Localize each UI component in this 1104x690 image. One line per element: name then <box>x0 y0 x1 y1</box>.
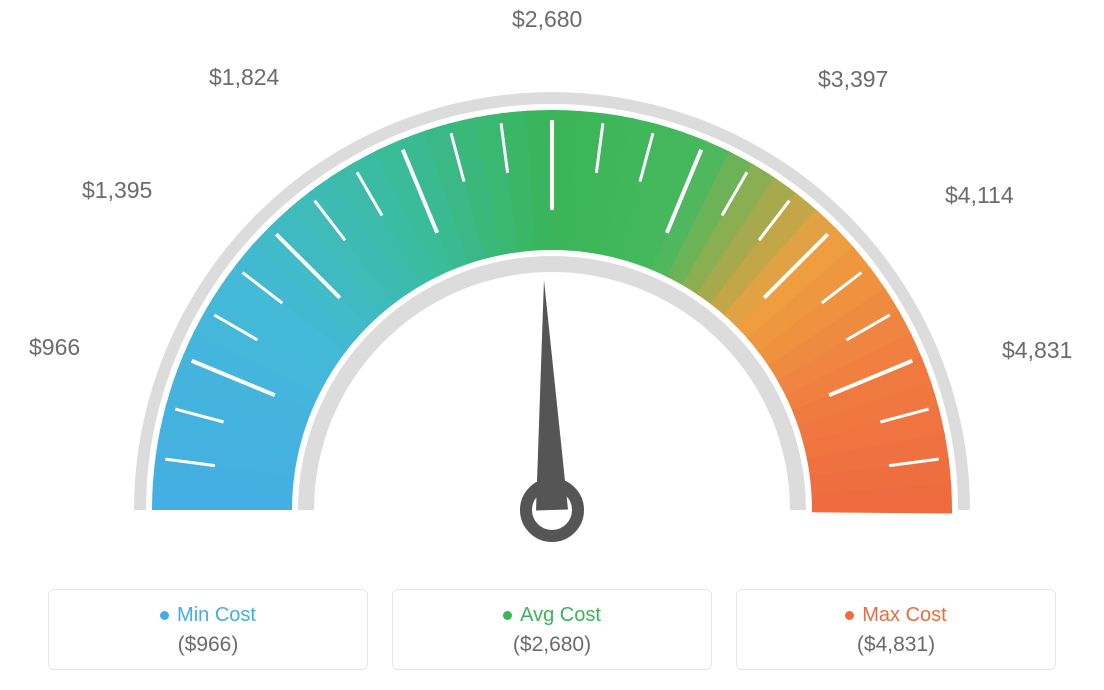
legend-title: Max Cost <box>845 604 946 627</box>
legend-dot-icon <box>845 611 854 620</box>
legend-box: Avg Cost ($2,680) <box>392 589 712 670</box>
legend-title: Avg Cost <box>503 604 601 627</box>
legend-box: Min Cost ($966) <box>48 589 368 670</box>
gauge-tick-label: $3,397 <box>818 66 888 93</box>
cost-gauge-chart: $966 $1,395 $1,824 $2,680 $3,397 $4,114 $4,831… <box>0 0 1104 690</box>
legend-dot-icon <box>160 611 169 620</box>
gauge-tick-label: $1,824 <box>209 64 279 91</box>
gauge-needle <box>536 280 568 510</box>
legend-dot-icon <box>503 611 512 620</box>
legend-value: ($4,831) <box>857 633 935 657</box>
gauge-tick-label: $4,114 <box>945 182 1014 209</box>
gauge-tick-label: $966 <box>29 334 80 361</box>
legend-title: Min Cost <box>160 604 256 627</box>
gauge-svg <box>72 50 1032 570</box>
legend-value: ($2,680) <box>513 633 591 657</box>
gauge-tick-label: $2,680 <box>512 6 582 33</box>
legend-title-text: Avg Cost <box>520 604 601 627</box>
legend-row: Min Cost ($966) Avg Cost ($2,680) Max Cost ($… <box>0 589 1104 670</box>
gauge-tick-label: $4,831 <box>1002 337 1072 364</box>
gauge-tick-label: $1,395 <box>82 177 152 204</box>
legend-box: Max Cost ($4,831) <box>736 589 1056 670</box>
legend-value: ($966) <box>178 633 239 657</box>
gauge-area: $966 $1,395 $1,824 $2,680 $3,397 $4,114 $4,831 <box>0 0 1104 560</box>
legend-title-text: Min Cost <box>177 604 256 627</box>
legend-title-text: Max Cost <box>862 604 946 627</box>
